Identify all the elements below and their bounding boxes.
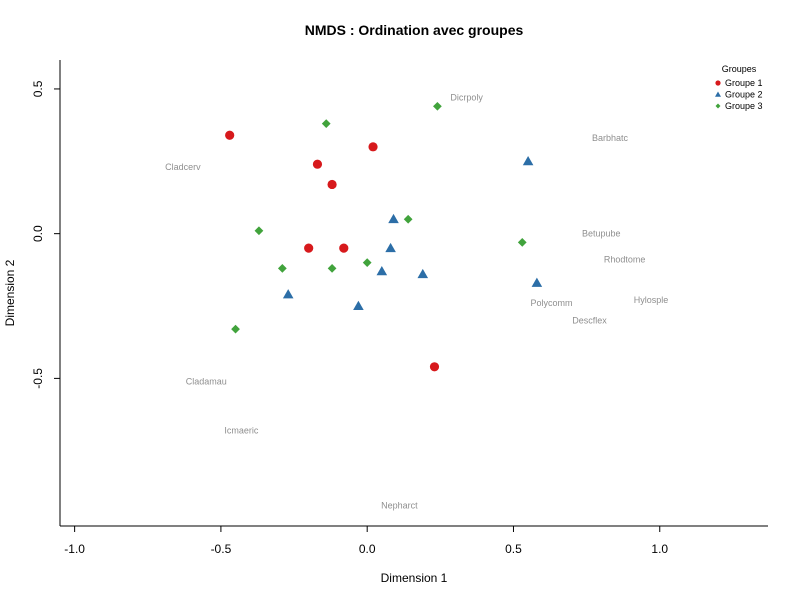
point-diamond (277, 264, 287, 273)
point-circle (368, 142, 378, 152)
point-circle (429, 362, 440, 372)
species-label: Cladcerv (165, 162, 201, 172)
point-diamond (362, 258, 372, 267)
species-label: Dicrpoly (450, 93, 483, 103)
point-circle (327, 179, 337, 190)
species-labels: Dicrpoly Barbhatc Cladcerv Betupube Rhodtome… (165, 93, 668, 511)
point-triangle (522, 156, 534, 166)
y-tick-label: 0.5 (31, 80, 45, 97)
y-tick-label: 0.0 (31, 225, 45, 242)
legend-marker-triangle (715, 91, 721, 97)
x-tick-label: -1.0 (64, 542, 85, 556)
point-circle (225, 130, 235, 140)
legend-label: Groupe 1 (725, 78, 763, 88)
species-label: Descflex (572, 315, 607, 325)
chart-title: NMDS : Ordination avec groupes (305, 22, 524, 38)
y-axis-label: Dimension 2 (3, 259, 17, 326)
x-tick-label: 1.0 (651, 542, 668, 556)
point-triangle (385, 242, 396, 253)
point-circle (339, 243, 349, 253)
x-axis-label: Dimension 1 (381, 571, 448, 585)
point-diamond (517, 237, 527, 247)
point-circle (312, 159, 323, 169)
x-tick-label: 0.0 (359, 542, 376, 556)
point-triangle (417, 268, 429, 279)
species-label: Barbhatc (592, 133, 629, 143)
point-diamond (254, 226, 264, 236)
point-triangle (282, 289, 294, 299)
y-tick-label: -0.5 (31, 368, 45, 389)
point-diamond (231, 324, 240, 334)
point-triangle (388, 213, 399, 224)
point-triangle (353, 300, 364, 310)
species-label: Cladamau (186, 376, 227, 386)
point-triangle (531, 277, 543, 287)
legend-marker-circle (715, 80, 721, 86)
x-tick-label: 0.5 (505, 542, 522, 556)
point-diamond (327, 264, 337, 273)
point-diamond (321, 119, 331, 129)
y-axis-ticks: -0.5 0.0 0.5 (31, 80, 60, 389)
data-points (225, 101, 543, 372)
species-label: Hylosple (634, 295, 669, 305)
legend-label: Groupe 3 (725, 101, 763, 111)
point-diamond (403, 214, 413, 224)
species-label: Rhodtome (604, 255, 646, 265)
point-triangle (376, 266, 388, 276)
point-circle (304, 243, 314, 253)
species-label: Nepharct (381, 501, 418, 511)
x-tick-label: -0.5 (211, 542, 232, 556)
point-diamond (433, 101, 442, 111)
species-label: Betupube (582, 229, 621, 239)
legend-marker-diamond (715, 103, 721, 109)
species-label: Polycomm (530, 298, 572, 308)
legend-title: Groupes (722, 64, 757, 74)
x-axis-ticks: -1.0 -0.5 0.0 0.5 1.0 (64, 526, 668, 556)
species-label: Icmaeric (224, 425, 259, 435)
legend-label: Groupe 2 (725, 90, 763, 100)
